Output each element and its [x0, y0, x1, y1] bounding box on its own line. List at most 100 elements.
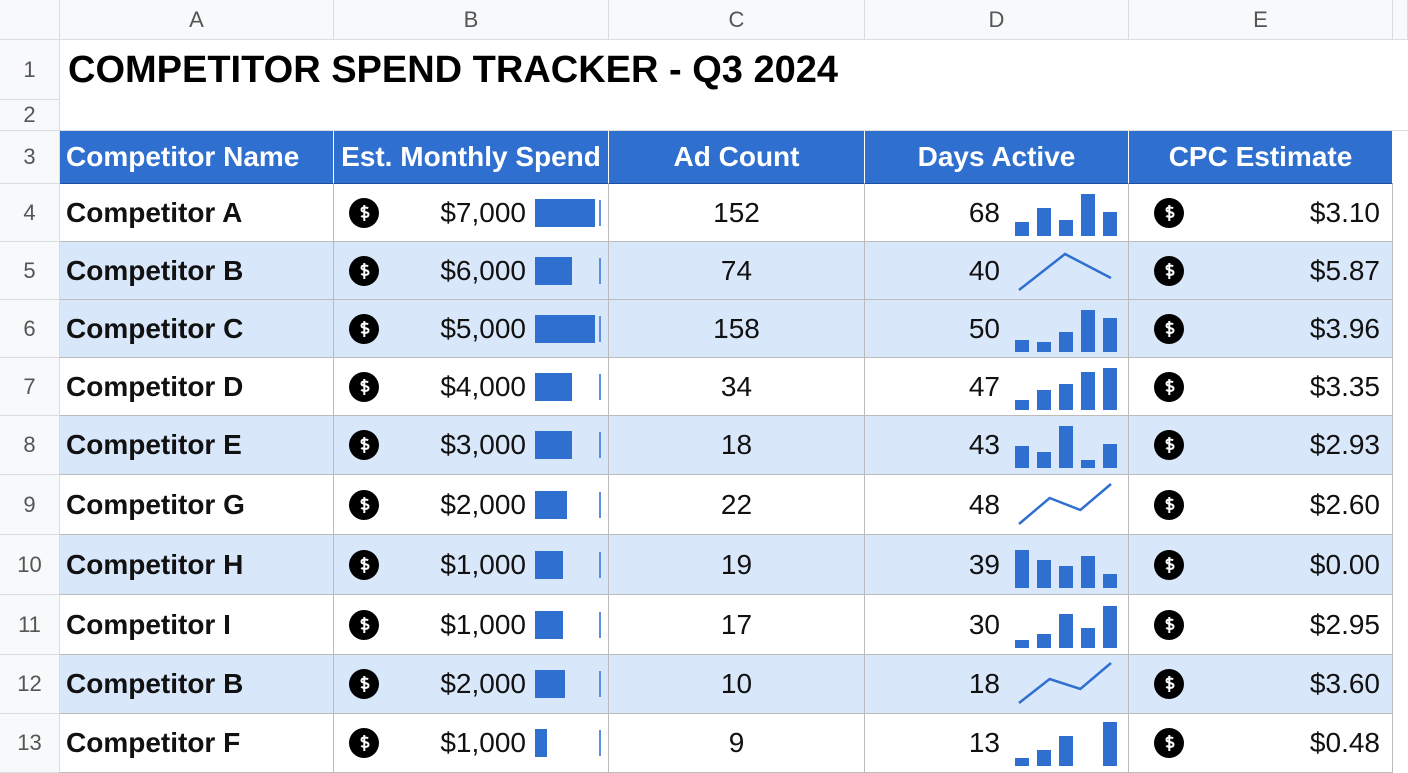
sparkline	[1015, 605, 1117, 648]
days-cell: 40	[865, 242, 1129, 300]
bar-axis	[599, 373, 601, 400]
cpc-cell: $3.60	[1129, 655, 1393, 714]
dollar-icon	[349, 430, 379, 460]
spend-bar	[535, 431, 573, 459]
dollar-icon	[349, 371, 379, 402]
competitor-name-text: Competitor A	[66, 196, 243, 228]
spend-bar	[535, 670, 565, 698]
spark-bar	[1015, 399, 1029, 410]
spend-cell: $1,000	[334, 714, 609, 773]
days-value: 50	[968, 312, 1000, 344]
sparkline	[1018, 662, 1112, 704]
spend-value: $2,000	[440, 668, 526, 699]
row-header-text: 7	[23, 373, 36, 399]
cpc-cell: $3.96	[1129, 300, 1393, 358]
spark-bar	[1081, 555, 1095, 588]
cpc-cell: $0.48	[1129, 714, 1393, 773]
spend-cell: $4,000	[334, 358, 609, 416]
bar-axis	[599, 199, 601, 226]
sparkline	[1015, 193, 1117, 236]
spark-bar	[1059, 565, 1073, 588]
row-header: 7	[0, 358, 60, 416]
spark-bar	[1015, 639, 1029, 648]
column-title: CPC Estimate	[1129, 131, 1393, 184]
row-header-text: 4	[23, 199, 36, 225]
ad-count: 74	[609, 242, 865, 300]
spark-bar	[1037, 633, 1051, 648]
spend-value: $1,000	[440, 608, 526, 640]
spend-bar	[535, 256, 573, 285]
bar-axis	[599, 551, 601, 578]
cpc-cell: $0.00	[1129, 535, 1393, 595]
days-value: 30	[968, 608, 1000, 640]
row-header-text: 5	[23, 257, 36, 283]
spark-line	[1018, 482, 1112, 525]
corner-fill	[1393, 0, 1408, 40]
row-header: 10	[0, 535, 60, 595]
spark-bar	[1059, 331, 1073, 352]
spark-bar	[1081, 460, 1095, 468]
ad-count: 152	[609, 184, 865, 242]
cpc-value: $3.10	[1309, 196, 1380, 228]
column-title-text: Days Active	[917, 141, 1076, 172]
competitor-name-text: Competitor E	[66, 429, 242, 460]
spark-bar	[1103, 211, 1117, 236]
spark-bar	[1103, 722, 1117, 766]
spark-bar	[1081, 193, 1095, 236]
corner	[0, 0, 60, 40]
spend-bar	[535, 372, 573, 401]
bar-axis	[599, 611, 601, 638]
cpc-value: $3.35	[1309, 370, 1380, 402]
spend-bar	[535, 198, 595, 227]
spark-bar	[1059, 383, 1073, 410]
column-header: C	[609, 0, 865, 40]
cpc-value: $5.87	[1309, 254, 1380, 286]
row-header: 3	[0, 131, 60, 184]
spend-value: $6,000	[440, 254, 526, 286]
sparkline	[1015, 367, 1117, 410]
spark-bar	[1103, 605, 1117, 648]
cpc-cell: $3.10	[1129, 184, 1393, 242]
sparkline	[1018, 482, 1112, 525]
ad-count-text: 158	[713, 312, 760, 344]
cpc-cell: $3.35	[1129, 358, 1393, 416]
spend-cell: $1,000	[334, 535, 609, 595]
column-title-text: CPC Estimate	[1168, 141, 1353, 172]
row-header: 13	[0, 714, 60, 773]
dollar-icon	[349, 609, 379, 640]
column-header: E	[1129, 0, 1393, 40]
cpc-cell: $2.93	[1129, 416, 1393, 475]
spend-cell: $1,000	[334, 595, 609, 655]
competitor-name: Competitor B	[60, 242, 334, 300]
ad-count-text: 22	[720, 488, 753, 520]
title-row: COMPETITOR SPEND TRACKER - Q3 2024	[60, 40, 1408, 100]
row-header: 5	[0, 242, 60, 300]
column-header: B	[334, 0, 609, 40]
days-cell: 13	[865, 714, 1129, 773]
column-header-text: E	[1253, 6, 1268, 32]
days-value: 18	[968, 668, 1000, 699]
spark-bar	[1015, 221, 1029, 236]
days-cell: 47	[865, 358, 1129, 416]
competitor-name-text: Competitor F	[66, 727, 241, 758]
column-header: A	[60, 0, 334, 40]
ad-count-text: 74	[720, 254, 753, 286]
spend-value: $2,000	[440, 488, 526, 520]
spark-bar	[1103, 444, 1117, 468]
spend-cell: $6,000	[334, 242, 609, 300]
cpc-cell: $2.60	[1129, 475, 1393, 535]
spark-bar	[1037, 389, 1051, 410]
spark-line	[1018, 662, 1112, 704]
spark-bar	[1081, 627, 1095, 648]
row-header: 4	[0, 184, 60, 242]
row-header-text: 10	[17, 551, 42, 577]
dollar-icon	[1154, 669, 1184, 699]
row-header-text: 12	[17, 671, 42, 696]
spark-bar	[1081, 309, 1095, 352]
ad-count: 18	[609, 416, 865, 475]
competitor-name-text: Competitor B	[66, 254, 244, 286]
bar-axis	[599, 315, 601, 342]
competitor-name-text: Competitor G	[66, 488, 245, 520]
spend-cell: $7,000	[334, 184, 609, 242]
days-value: 68	[968, 196, 1000, 228]
